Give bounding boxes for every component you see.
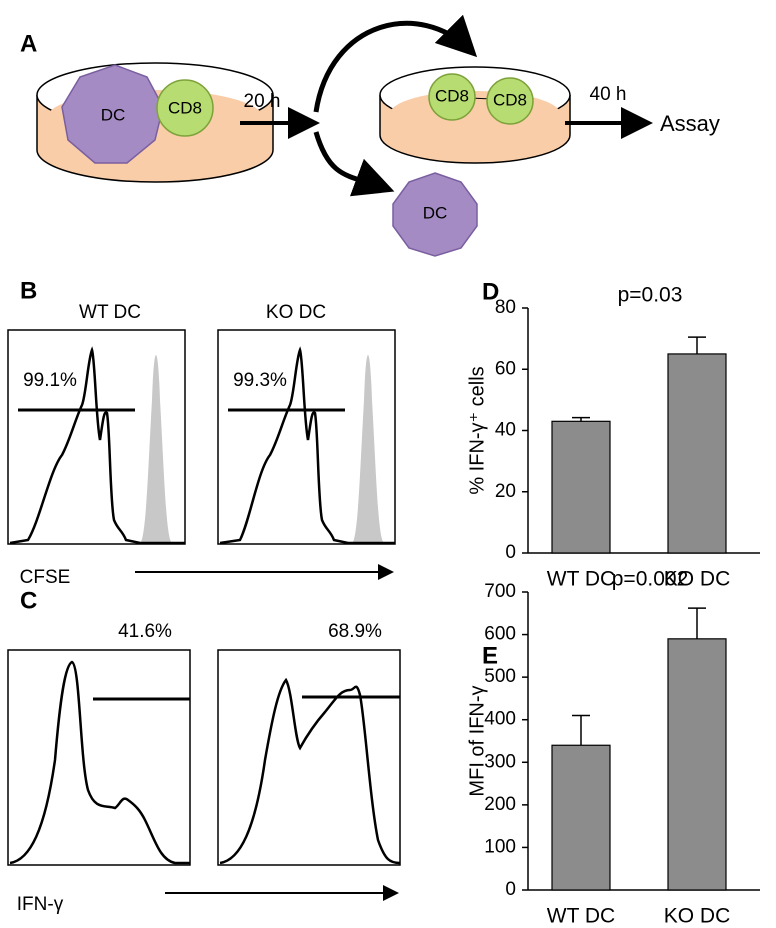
cell-label: DC bbox=[423, 203, 448, 222]
arrow bbox=[313, 131, 395, 197]
column-label: WT DC bbox=[79, 302, 141, 323]
x-tick-label: KO DC bbox=[664, 905, 731, 928]
panel-label: C bbox=[20, 587, 37, 614]
bar bbox=[551, 744, 611, 891]
gate-label: 68.9% bbox=[328, 621, 382, 642]
axis-label: IFN-γ bbox=[17, 894, 64, 915]
y-tick-label: 300 bbox=[484, 751, 516, 772]
cd8-cell bbox=[156, 79, 214, 137]
panel-label: B bbox=[20, 277, 37, 304]
control-peak bbox=[140, 355, 172, 543]
cd8-cell bbox=[428, 73, 476, 121]
bar bbox=[667, 353, 727, 554]
x-tick-label: WT DC bbox=[547, 568, 615, 591]
bar bbox=[667, 638, 727, 891]
control-peak bbox=[352, 355, 384, 543]
cell-label: DC bbox=[101, 105, 126, 124]
panel-c: C 41.6% 68.9% IFN-γ bbox=[7, 587, 401, 915]
step-label: 40 h bbox=[590, 84, 627, 105]
y-tick-label: 500 bbox=[484, 666, 516, 687]
result-label: Assay bbox=[660, 111, 720, 136]
y-tick-label: 40 bbox=[495, 420, 516, 441]
arrow bbox=[313, 14, 478, 113]
y-tick-label: 20 bbox=[495, 481, 516, 502]
dc-cell bbox=[61, 64, 164, 164]
y-tick-label: 100 bbox=[484, 836, 516, 857]
y-axis-label: % IFN-γ⁺ cells bbox=[466, 366, 488, 494]
cell-label: CD8 bbox=[435, 86, 469, 105]
gate-label: 99.1% bbox=[23, 370, 77, 391]
panel-label: A bbox=[20, 30, 37, 57]
cell-label: CD8 bbox=[168, 98, 202, 117]
bar bbox=[551, 420, 611, 554]
histogram-frame bbox=[217, 329, 396, 545]
panel-a: A DC CD8 20 h CD8 CD8 40 h Assay DC bbox=[20, 14, 720, 257]
ifn-trace bbox=[9, 660, 190, 865]
y-tick-label: 400 bbox=[484, 709, 516, 730]
gate-label: 41.6% bbox=[118, 621, 172, 642]
cfse-trace bbox=[219, 346, 395, 545]
x-tick-label: WT DC bbox=[547, 905, 615, 928]
y-tick-label: 80 bbox=[495, 297, 516, 318]
y-tick-label: 0 bbox=[505, 542, 516, 563]
y-axis-label: MFI of IFN-γ bbox=[466, 685, 488, 796]
y-tick-label: 700 bbox=[484, 581, 516, 602]
y-tick-label: 600 bbox=[484, 624, 516, 645]
y-tick-label: 200 bbox=[484, 794, 516, 815]
panel-b: B WT DC KO DC 99.1% 99.3% CFSE bbox=[7, 277, 396, 588]
axis-label: CFSE bbox=[20, 567, 71, 588]
histogram-frame bbox=[217, 649, 401, 866]
cell-label: CD8 bbox=[493, 90, 527, 109]
gate-label: 99.3% bbox=[233, 370, 287, 391]
y-tick-label: 0 bbox=[505, 879, 516, 900]
annotation: p=0.03 bbox=[618, 284, 683, 307]
x-tick-label: KO DC bbox=[664, 568, 731, 591]
y-tick-label: 60 bbox=[495, 358, 516, 379]
histogram-frame bbox=[7, 329, 186, 545]
ifn-trace bbox=[219, 677, 401, 865]
column-label: KO DC bbox=[266, 302, 326, 323]
panel-label: E bbox=[482, 642, 498, 669]
step-label: 20 h bbox=[244, 91, 281, 112]
annotation: p=0.002 bbox=[612, 568, 689, 591]
histogram-frame bbox=[7, 649, 191, 866]
panel-label: D bbox=[482, 278, 499, 305]
dc-cell bbox=[392, 172, 478, 257]
cd8-cell bbox=[486, 77, 534, 125]
cfse-trace bbox=[9, 346, 185, 545]
